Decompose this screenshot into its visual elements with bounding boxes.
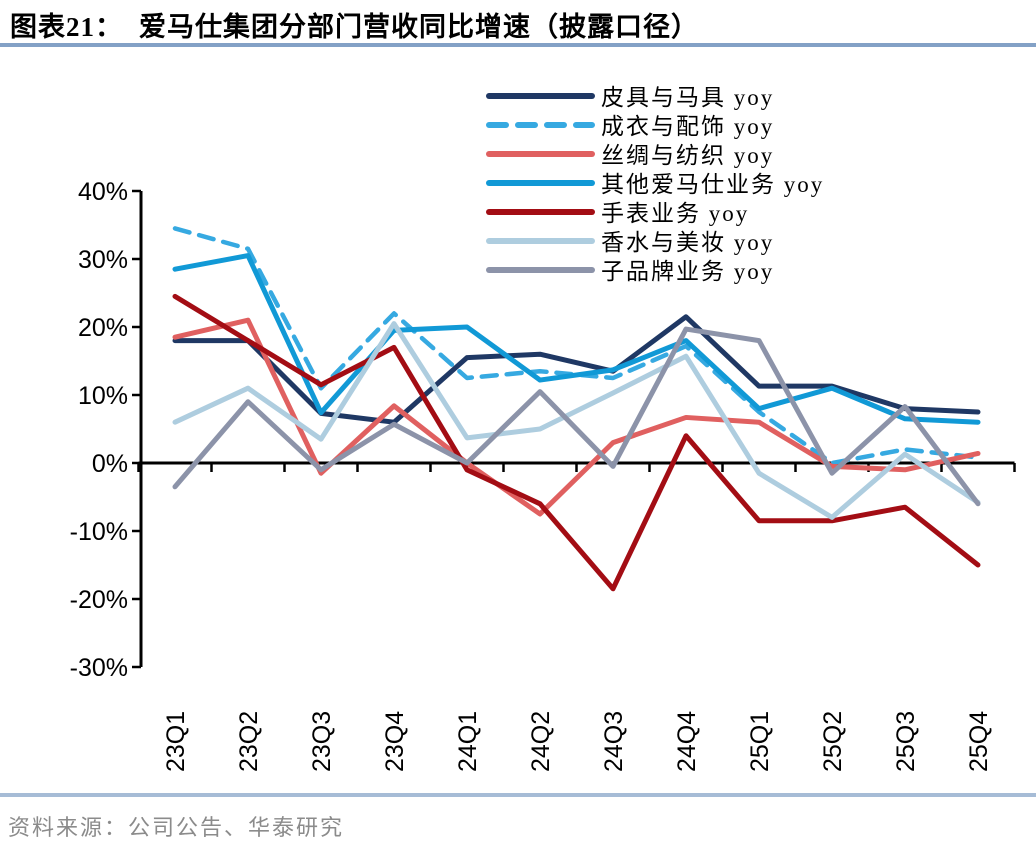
legend-item-1: 成衣与配饰 yoy (486, 114, 774, 139)
chart-title-prefix: 图表21： (10, 12, 123, 42)
legend-label-3: 其他爱马仕业务 yoy (601, 172, 824, 197)
legend-label-4: 手表业务 yoy (601, 201, 749, 226)
chart-title-text: 爱马仕集团分部门营收同比增速（披露口径） (139, 12, 699, 42)
x-tick-label: 23Q3 (308, 711, 336, 772)
series-line-5 (172, 321, 981, 520)
y-tick-label: 0% (92, 450, 128, 478)
x-tick-label: 24Q1 (454, 711, 482, 772)
x-tick-label: 25Q4 (965, 711, 993, 772)
legend-item-0: 皮具与马具 yoy (486, 85, 774, 110)
series-line-2 (172, 317, 981, 517)
y-tick-label: -10% (70, 518, 128, 546)
y-tick-label: 20% (78, 314, 128, 342)
legend-item-2: 丝绸与纺织 yoy (486, 143, 774, 168)
series-line-6 (172, 326, 981, 507)
series-line-4 (172, 293, 981, 592)
x-tick-label: 23Q2 (235, 711, 263, 772)
legend-item-5: 香水与美妆 yoy (486, 230, 774, 255)
legend-label-6: 子品牌业务 yoy (601, 259, 774, 284)
legend-label-2: 丝绸与纺织 yoy (601, 143, 774, 168)
y-tick-label: -30% (70, 654, 128, 682)
x-tick-label: 23Q4 (381, 711, 409, 772)
legend-label-5: 香水与美妆 yoy (601, 230, 774, 255)
x-tick-label: 24Q3 (600, 711, 628, 772)
y-tick-label: 30% (78, 246, 128, 274)
legend-label-1: 成衣与配饰 yoy (601, 114, 774, 139)
series-line-3 (172, 253, 981, 425)
x-tick-label: 24Q4 (673, 711, 701, 772)
source-note: 资料来源：公司公告、华泰研究 (8, 815, 345, 840)
x-tick-label: 23Q1 (162, 711, 190, 772)
x-tick-label: 25Q1 (746, 711, 774, 772)
x-tick-label: 25Q2 (819, 711, 847, 772)
x-tick-label: 25Q3 (892, 711, 920, 772)
chart-title: 图表21： 爱马仕集团分部门营收同比增速（披露口径） (10, 5, 1020, 44)
footer-rule (0, 793, 1036, 797)
series-line-0 (172, 314, 981, 425)
y-tick-label: 10% (78, 382, 128, 410)
legend-item-4: 手表业务 yoy (486, 201, 749, 226)
legend-item-6: 子品牌业务 yoy (486, 259, 774, 284)
y-tick-label: -20% (70, 586, 128, 614)
y-tick-label: 40% (78, 178, 128, 206)
legend-label-0: 皮具与马具 yoy (601, 85, 774, 110)
legend-item-3: 其他爱马仕业务 yoy (486, 172, 824, 197)
title-underline (0, 43, 1036, 47)
x-tick-label: 24Q2 (527, 711, 555, 772)
